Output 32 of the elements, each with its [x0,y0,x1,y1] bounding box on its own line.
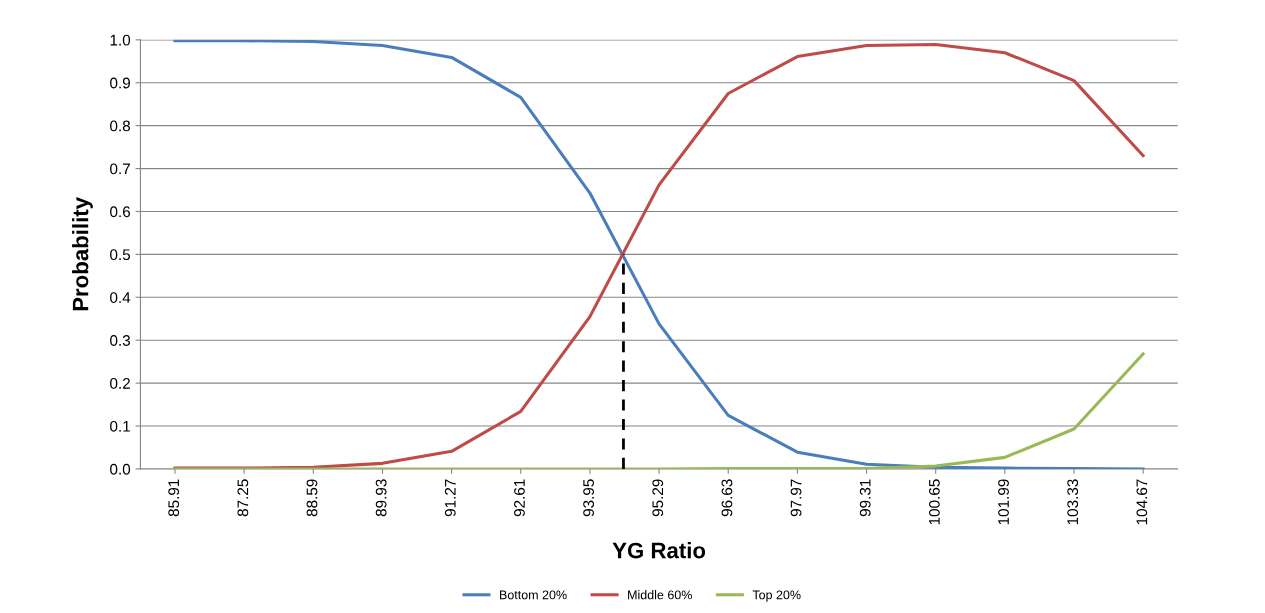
y-tick-label: 0.1 [110,420,130,432]
x-tick-label: 104.67 [1136,479,1148,525]
y-tick-label: 0.2 [110,377,130,389]
x-tick-label: 101.99 [998,479,1009,525]
x-tick-label: 95.29 [652,479,664,517]
x-tick-label: 93.95 [583,479,595,517]
x-tick-label: 99.31 [859,479,871,517]
y-tick-label: 0.3 [110,335,131,346]
legend-label: Top 20% [752,590,801,602]
y-axis-title: Probability [72,197,93,311]
x-tick-label: 92.61 [514,479,525,517]
x-tick-label: 91.27 [444,479,456,517]
y-tick-label: 0.4 [110,292,131,303]
x-tick-label: 87.25 [237,479,249,517]
x-tick-label: 88.59 [306,479,318,517]
y-tick-label: 0.8 [110,120,131,132]
y-tick-label: 0.9 [110,77,130,89]
x-tick-label: 96.63 [721,479,733,517]
x-tick-label: 85.91 [168,479,180,517]
y-tick-label: 0.5 [110,249,131,261]
x-tick-label: 89.93 [375,479,387,517]
legend-label: Middle 60% [628,590,692,600]
y-tick-label: 0.0 [110,463,131,475]
line-series [173,352,1145,469]
x-tick-label: 97.97 [790,479,802,517]
legend-label: Bottom 20% [500,590,567,600]
y-tick-label: 0.6 [110,206,131,218]
y-tick-label: 1.0 [110,34,131,46]
x-axis-title: YG Ratio [612,542,706,559]
y-tick-label: 0.7 [110,163,130,175]
x-tick-label: 103.33 [1067,479,1079,525]
x-tick-label: 100.65 [928,479,940,525]
